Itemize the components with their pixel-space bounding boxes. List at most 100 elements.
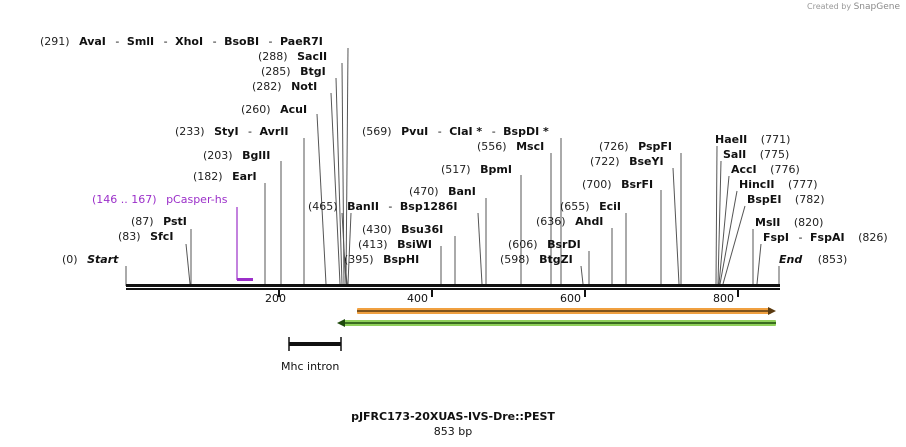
pcasper-label: (146 .. 167) pCasper-hs: [92, 193, 228, 206]
enzyme-row-285: (285) BtgI: [261, 65, 326, 78]
enzyme-row-203: (203) BglII: [203, 149, 270, 162]
pos-83: (83): [118, 230, 141, 243]
connector-bsphi: [344, 261, 348, 285]
pos-826: (826): [858, 231, 888, 244]
end-label: End (853): [779, 253, 847, 266]
pos-517: (517): [441, 163, 471, 176]
enzyme-row-395: (395) BspHI: [344, 253, 419, 266]
pos-556: (556): [477, 140, 507, 153]
pos-233: (233): [175, 125, 205, 138]
enzyme-hincii: HincII: [739, 178, 775, 191]
enzyme-row-826: FspI - FspAI (826): [763, 231, 888, 244]
connector-banii: [341, 212, 347, 285]
enzyme-msli: MslI: [755, 216, 780, 229]
pos-598: (598): [500, 253, 530, 266]
ruler-ticks: [278, 290, 739, 297]
pos-775: (775): [760, 148, 790, 161]
enzyme-mscl: MscI: [516, 140, 544, 153]
enzyme-styi: StyI: [214, 125, 238, 138]
enzyme-row-598: (598) BtgZI: [500, 253, 573, 266]
enzyme-btgi: BtgI: [300, 65, 326, 78]
pos-700: (700): [582, 178, 612, 191]
connector-acci: [718, 175, 730, 285]
enzyme-row-775: SalI (775): [723, 148, 789, 161]
ruler-label-600: 600: [560, 292, 581, 305]
start-name: Start: [87, 253, 119, 266]
pcasper-feature-bar[interactable]: [237, 278, 253, 281]
enzyme-xhoi: XhoI: [175, 35, 203, 48]
start-label: (0) Start: [62, 253, 119, 266]
pos-636: (636): [536, 215, 566, 228]
credit-prefix: Created by: [807, 2, 852, 11]
connector-bseyi: [672, 167, 680, 285]
enzyme-banii: BanII: [347, 200, 379, 213]
pos-655: (655): [560, 200, 590, 213]
enzyme-bsrfi: BsrFI: [621, 178, 653, 191]
pos-726: (726): [599, 140, 629, 153]
enzyme-fspai: FspAI: [810, 231, 845, 244]
enzyme-paer7i: PaeR7I: [280, 35, 323, 48]
enzyme-bspdi: BspDI *: [503, 125, 549, 138]
enzyme-row-556: (556) MscI: [477, 140, 544, 153]
enzyme-bsobi: BsoBI: [224, 35, 259, 48]
enzyme-haeii: HaeII: [715, 133, 747, 146]
enzyme-clai: ClaI *: [449, 125, 482, 138]
enzyme-ahdi: AhdI: [575, 215, 603, 228]
connector-top-cluster: [345, 47, 349, 285]
enzyme-ecii: EciI: [599, 200, 621, 213]
enzyme-row-771: HaeII (771): [715, 133, 790, 146]
enzyme-bsp1286i: Bsp1286I: [400, 200, 458, 213]
enzyme-bani: BanI: [448, 185, 476, 198]
green-reverse-arrow[interactable]: [337, 319, 776, 327]
connector-sali: [717, 160, 722, 285]
connector-noti: [330, 92, 341, 285]
enzyme-row-87: (87) PstI: [131, 215, 187, 228]
pos-782: (782): [795, 193, 825, 206]
enzyme-acci: AccI: [731, 163, 757, 176]
snapgene-logo: SnapGene: [853, 2, 900, 12]
enzyme-bseyi: BseYI: [629, 155, 663, 168]
enzyme-row-260: (260) AcuI: [241, 103, 307, 116]
enzyme-eari: EarI: [232, 170, 256, 183]
ruler-label-400: 400: [407, 292, 428, 305]
enzyme-row-413: (413) BsiWI: [358, 238, 432, 251]
ruler-label-200: 200: [265, 292, 286, 305]
pos-182: (182): [193, 170, 223, 183]
pos-771: (771): [761, 133, 791, 146]
pos-282: (282): [252, 80, 282, 93]
connector-lines: [125, 47, 780, 286]
pos-413: (413): [358, 238, 388, 251]
connector-bsp1286i: [347, 212, 352, 285]
enzyme-bsphi: BspHI: [383, 253, 419, 266]
enzyme-row-776: AccI (776): [731, 163, 800, 176]
enzyme-bsu36i: Bsu36I: [401, 223, 443, 236]
enzyme-row-517: (517) BpmI: [441, 163, 512, 176]
enzyme-row-182: (182) EarI: [193, 170, 257, 183]
pos-470: (470): [409, 185, 439, 198]
enzyme-row-606: (606) BsrDI: [508, 238, 581, 251]
enzyme-row-465: (465) BanII - Bsp1286I: [308, 200, 457, 213]
enzyme-row-282: (282) NotI: [252, 80, 317, 93]
sequence-backbone-top: [126, 284, 780, 287]
ruler-label-800: 800: [713, 292, 734, 305]
enzyme-row-636: (636) AhdI: [536, 215, 603, 228]
pos-87: (87): [131, 215, 154, 228]
enzyme-avrii: AvrII: [260, 125, 289, 138]
connector-btgi: [335, 77, 343, 285]
enzyme-fspi: FspI: [763, 231, 789, 244]
enzyme-bpmi: BpmI: [480, 163, 512, 176]
mhc-intron-feature[interactable]: [288, 337, 342, 351]
connector-hincii: [719, 190, 738, 285]
enzyme-sacii: SacII: [297, 50, 327, 63]
connector-fspi: [756, 243, 762, 285]
enzyme-row-291: (291) AvaI - SmlI - XhoI - BsoBI - PaeR7…: [40, 35, 323, 48]
enzyme-row-430: (430) Bsu36I: [362, 223, 443, 236]
enzyme-noti: NotI: [291, 80, 317, 93]
enzyme-pvui: PvuI: [401, 125, 428, 138]
enzyme-row-233: (233) StyI - AvrII: [175, 125, 288, 138]
pos-start: (0): [62, 253, 78, 266]
enzyme-row-569: (569) PvuI - ClaI * - BspDI *: [362, 125, 549, 138]
orange-forward-arrow[interactable]: [357, 307, 776, 315]
mhc-intron-label: Mhc intron: [281, 360, 339, 373]
